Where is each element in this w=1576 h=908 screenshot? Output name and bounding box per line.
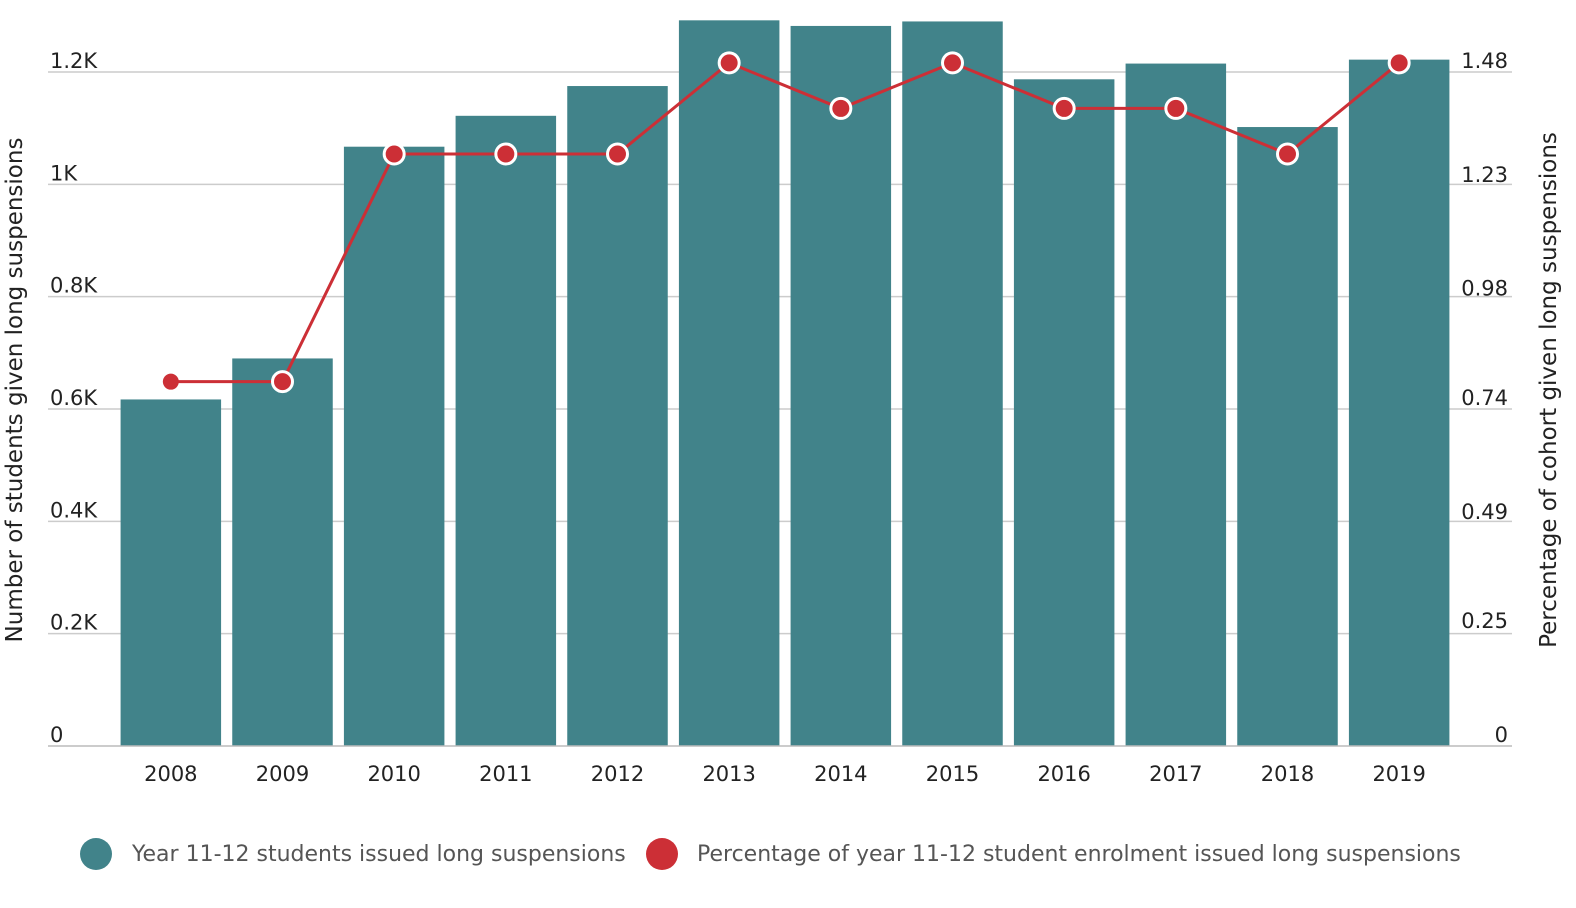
legend-swatch-bars [80, 838, 112, 870]
legend-item-line[interactable]: Percentage of year 11-12 student enrolme… [646, 838, 1461, 870]
right-tick-label: 1.23 [1461, 163, 1508, 187]
x-tick-label: 2013 [702, 762, 755, 786]
x-tick-label: 2012 [591, 762, 644, 786]
x-tick-label: 2015 [926, 762, 979, 786]
bar-2008[interactable] [120, 399, 222, 746]
bar-2010[interactable] [343, 146, 445, 746]
bar-2015[interactable] [902, 21, 1003, 746]
legend-swatch-line [646, 838, 678, 870]
bar-2016[interactable] [1013, 79, 1115, 747]
bar-2013[interactable] [678, 20, 780, 747]
x-tick-label: 2010 [367, 762, 420, 786]
point-2017[interactable] [1164, 96, 1188, 120]
point-2011[interactable] [494, 142, 518, 166]
bar-2014[interactable] [790, 25, 892, 746]
right-tick-label: 0.74 [1461, 386, 1508, 410]
right-tick-label: 0.25 [1461, 609, 1508, 633]
legend-label-bars: Year 11-12 students issued long suspensi… [131, 842, 626, 867]
bar-2012[interactable] [567, 86, 668, 746]
point-2015[interactable] [941, 51, 964, 75]
x-tick-label: 2018 [1261, 762, 1314, 786]
bar-2009[interactable] [232, 358, 333, 746]
x-tick-label: 2008 [144, 762, 197, 786]
bar-2018[interactable] [1237, 127, 1338, 746]
legend-label-line: Percentage of year 11-12 student enrolme… [697, 842, 1461, 867]
right-tick-label: 0.98 [1461, 277, 1508, 301]
x-tick-label: 2019 [1372, 762, 1425, 786]
left-tick-label: 0.2K [50, 611, 98, 635]
right-tick-label: 0.49 [1461, 500, 1508, 524]
left-tick-label: 1K [50, 161, 78, 185]
left-axis-title: Number of students given long suspension… [2, 138, 28, 643]
left-tick-label: 0.4K [50, 498, 98, 522]
left-tick-label: 0.6K [50, 386, 98, 410]
legend: Year 11-12 students issued long suspensi… [80, 838, 1461, 870]
point-2010[interactable] [382, 142, 406, 166]
percentage-line [170, 61, 1401, 384]
left-tick-label: 0.8K [50, 274, 98, 298]
point-2008[interactable] [162, 373, 179, 390]
left-axis-ticks: 0 0.2K 0.4K 0.6K 0.8K 1K 1.2K [50, 49, 98, 747]
x-tick-label: 2017 [1149, 762, 1202, 786]
bar-series [120, 20, 1450, 747]
x-tick-label: 2014 [814, 762, 867, 786]
legend-item-bars[interactable]: Year 11-12 students issued long suspensi… [80, 838, 626, 870]
bar-2017[interactable] [1125, 63, 1227, 746]
x-tick-label: 2009 [256, 762, 309, 786]
right-axis-ticks: 0 0.25 0.49 0.74 0.98 1.23 1.48 [1461, 49, 1508, 747]
right-tick-label: 0 [1495, 723, 1508, 747]
point-2018[interactable] [1276, 142, 1299, 166]
left-tick-label: 0 [50, 723, 63, 747]
bar-2011[interactable] [455, 115, 557, 746]
point-2019[interactable] [1387, 51, 1411, 75]
point-2013[interactable] [717, 51, 741, 75]
left-tick-label: 1.2K [50, 49, 98, 73]
x-tick-label: 2011 [479, 762, 532, 786]
x-axis-ticks: 2008 2009 2010 2011 2012 2013 2014 2015 2016 2017… [144, 762, 1426, 786]
right-tick-label: 1.48 [1461, 49, 1508, 73]
point-2009[interactable] [271, 370, 294, 394]
right-axis-title: Percentage of cohort given long suspensi… [1536, 132, 1562, 648]
x-tick-label: 2016 [1037, 762, 1090, 786]
line-series [162, 51, 1411, 394]
point-2016[interactable] [1052, 96, 1076, 120]
point-2014[interactable] [829, 96, 853, 120]
point-2012[interactable] [606, 142, 629, 166]
bar-2019[interactable] [1348, 59, 1450, 747]
